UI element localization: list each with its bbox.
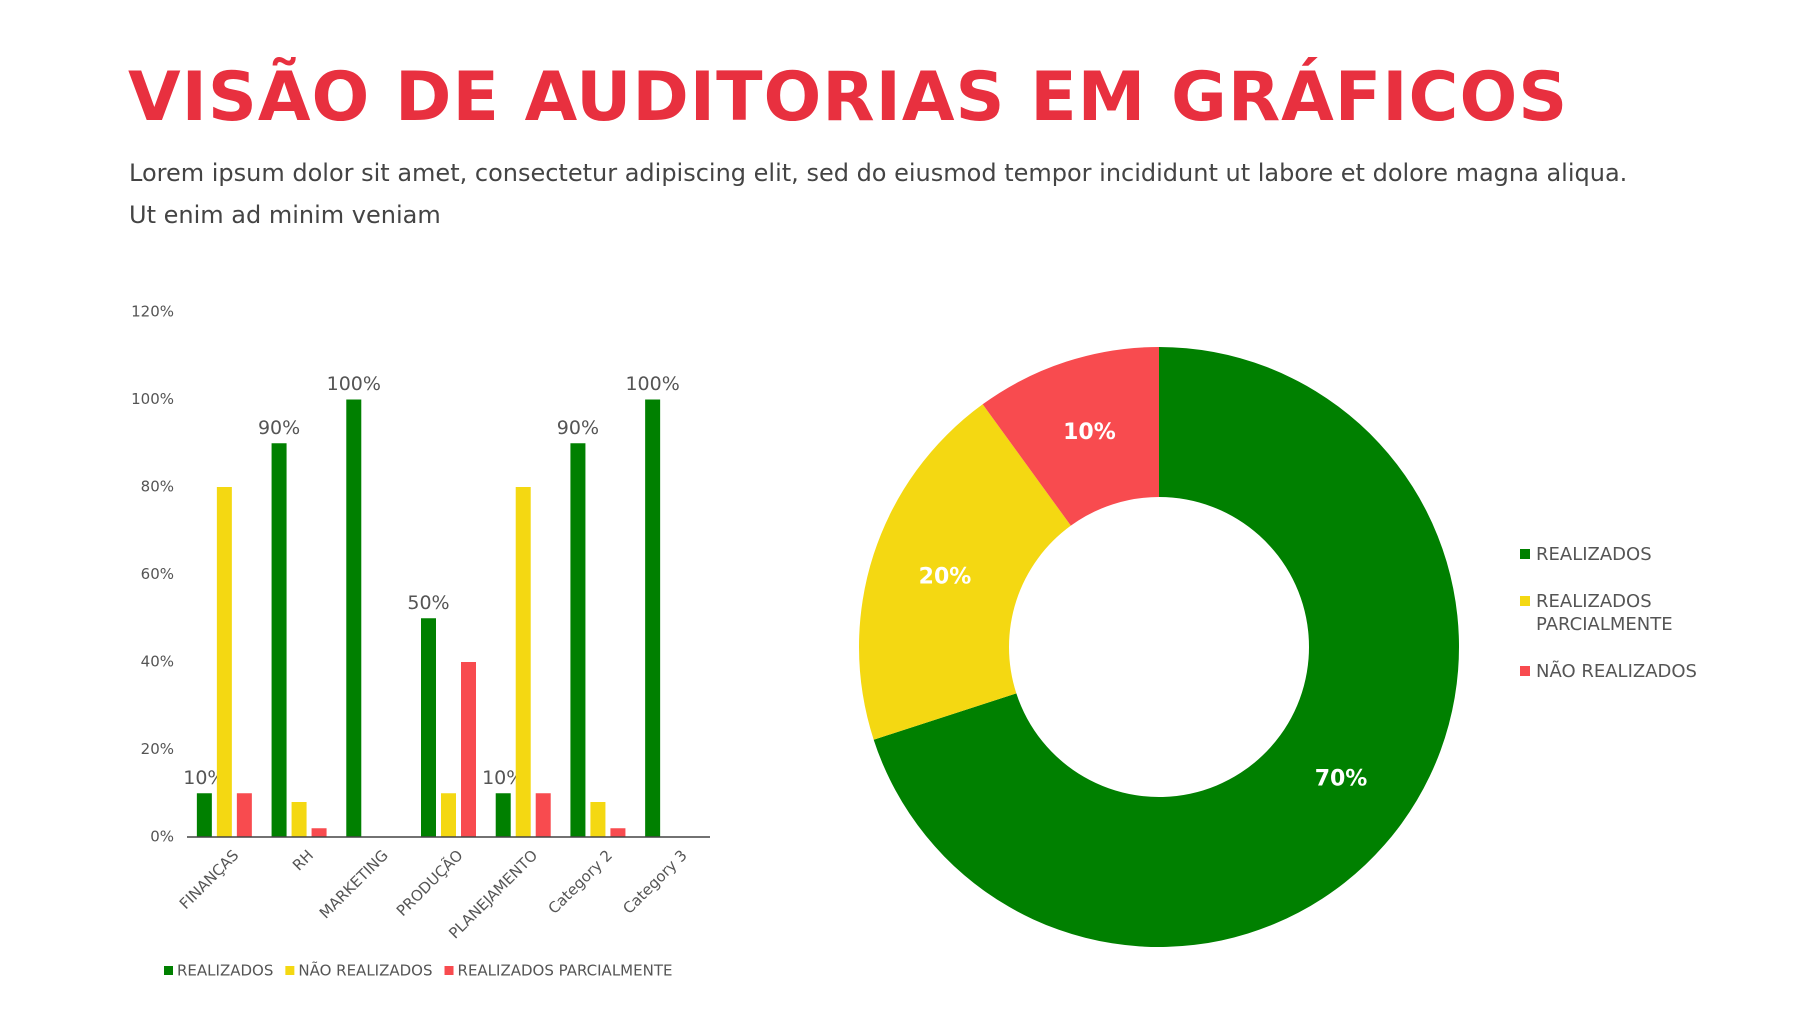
data-label: 100% [625,373,679,395]
y-tick-label: 0% [150,828,174,846]
x-tick-label: PRODUÇÃO [392,846,466,920]
data-label: 50% [407,592,449,614]
bar [645,399,661,837]
slice-label: 20% [919,564,972,589]
legend-label: REALIZADOS [177,962,273,980]
bar [570,443,586,837]
legend-item: REALIZADOS PARCIALMENTE [1520,590,1750,636]
page-title: VISÃO DE AUDITORIAS EM GRÁFICOS [128,58,1569,137]
bar [515,487,531,837]
x-tick-label: RH [289,846,317,874]
y-tick-label: 40% [141,653,174,671]
data-label: 90% [557,417,599,439]
bar [610,828,626,837]
bar [196,793,212,837]
x-tick-label: Category 3 [619,846,690,917]
bar [495,793,511,837]
bar [461,662,476,837]
slice-label: 70% [1315,766,1368,791]
page-subtitle: Lorem ipsum dolor sit amet, consectetur … [129,159,1628,229]
bar [346,399,362,837]
bar [535,793,551,837]
pie-legend: REALIZADOS REALIZADOS PARCIALMENTE NÃO REA… [1520,543,1750,683]
legend-swatch [164,966,173,975]
legend-swatch [444,966,454,975]
data-label: 90% [258,417,300,439]
y-tick-label: 60% [141,565,174,583]
data-label: 10% [183,767,225,789]
donut-slice [859,404,1071,740]
legend-label: REALIZADOS PARCIALMENTE [458,962,673,980]
bar [216,487,232,837]
legend-swatch [1520,596,1530,606]
data-label: 100% [327,373,381,395]
y-tick-label: 120% [131,303,174,321]
bar [311,828,327,837]
legend-label: REALIZADOS PARCIALMENTE [1536,591,1673,635]
legend-label: NÃO REALIZADOS [298,961,432,980]
bar [590,802,606,837]
legend-label: REALIZADOS [1536,544,1652,565]
bar [271,443,287,837]
bar [291,802,307,837]
x-tick-label: MARKETING [316,846,392,922]
legend-label: NÃO REALIZADOS [1536,661,1697,682]
data-label: 10% [482,767,524,789]
y-tick-label: 20% [141,740,174,758]
legend-swatch [1520,549,1530,559]
slice-label: 10% [1063,420,1116,445]
x-tick-label: Category 2 [545,846,616,917]
legend-item: REALIZADOS [1520,543,1750,566]
legend-swatch [1520,666,1530,676]
bar [236,793,252,837]
x-tick-label: FINANÇAS [176,846,242,912]
legend-item: NÃO REALIZADOS [1520,660,1750,683]
bar [441,793,456,837]
donut-slice [982,347,1159,526]
y-tick-label: 80% [141,478,174,496]
donut-slice [873,347,1459,947]
y-tick-label: 100% [131,390,174,408]
legend-swatch [285,966,295,975]
bar [421,618,436,837]
